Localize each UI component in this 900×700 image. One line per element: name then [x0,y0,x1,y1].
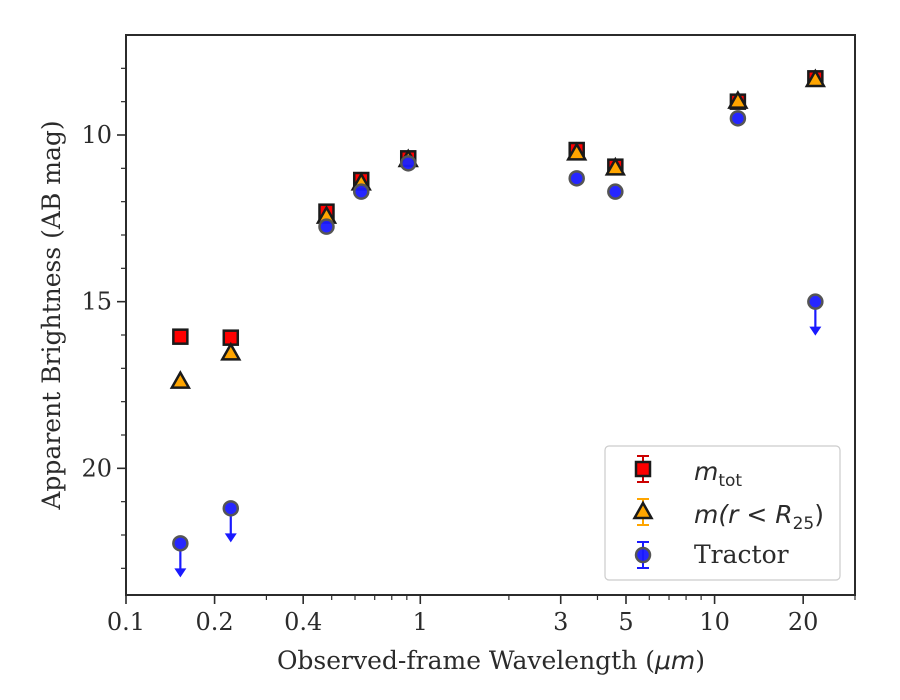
point-tractor [318,218,335,235]
upper-limit-arrow-head [224,533,237,543]
point-tractor [399,155,417,172]
point-tractor [807,293,824,310]
x-tick-label: 10 [699,608,730,636]
legend-markers [632,455,654,569]
legend-marker-mtot [634,460,652,478]
x-tick-label: 20 [788,608,819,636]
point-mr25 [220,341,242,361]
legend: mtot m(r < R25) Tractor [604,445,841,581]
y-axis-label: Apparent Brightness (AB mag) [37,120,66,510]
x-tick-label: 5 [618,608,633,636]
point-tractor [352,183,370,200]
x-axis-label-unit: μm [654,646,695,675]
legend-label-tractor: Tractor [694,540,789,569]
x-axis-label-prefix: Observed-frame Wavelength ( [277,646,655,675]
point-mr25 [169,370,191,389]
point-tractor [568,170,585,187]
legend-box [604,445,841,581]
x-tick-label: 3 [553,608,568,636]
x-axis-label-suffix: ) [695,646,705,675]
x-tick-label: 0.2 [196,608,234,636]
x-tick-label: 0.4 [284,608,322,636]
point-tractor [172,535,189,552]
point-mr25 [566,141,588,161]
legend-marker-mr25 [632,500,654,520]
series-mr25 [169,68,827,389]
legend-label-mr25: m(r < R25) [694,500,824,534]
y-tick-label: 15 [81,288,112,316]
x-tick-label: 1 [413,608,428,636]
legend-marker-tractor [634,546,652,564]
series-mtot [172,70,824,346]
upper-limit-arrow-head [174,568,187,578]
point-tractor [222,500,240,517]
point-tractor [607,183,624,200]
y-tick-label: 20 [81,454,112,482]
axes: 0.1 0.2 0.4 1 3 5 10 20 10 15 20 [81,34,856,636]
upper-limit-arrow-head [809,326,822,336]
point-tractor [729,110,747,127]
point-mr25 [727,90,749,109]
x-tick-label: 0.1 [107,608,145,636]
point-mr25 [604,156,626,176]
point-mtot [172,328,189,345]
y-tick-label: 10 [81,121,112,149]
series-tractor [172,110,824,578]
plot-frame [125,34,856,596]
x-axis-label: Observed-frame Wavelength (μm) [277,646,705,675]
legend-label-mtot: mtot [694,457,742,491]
point-mr25 [804,68,827,88]
data-marks [169,68,827,578]
